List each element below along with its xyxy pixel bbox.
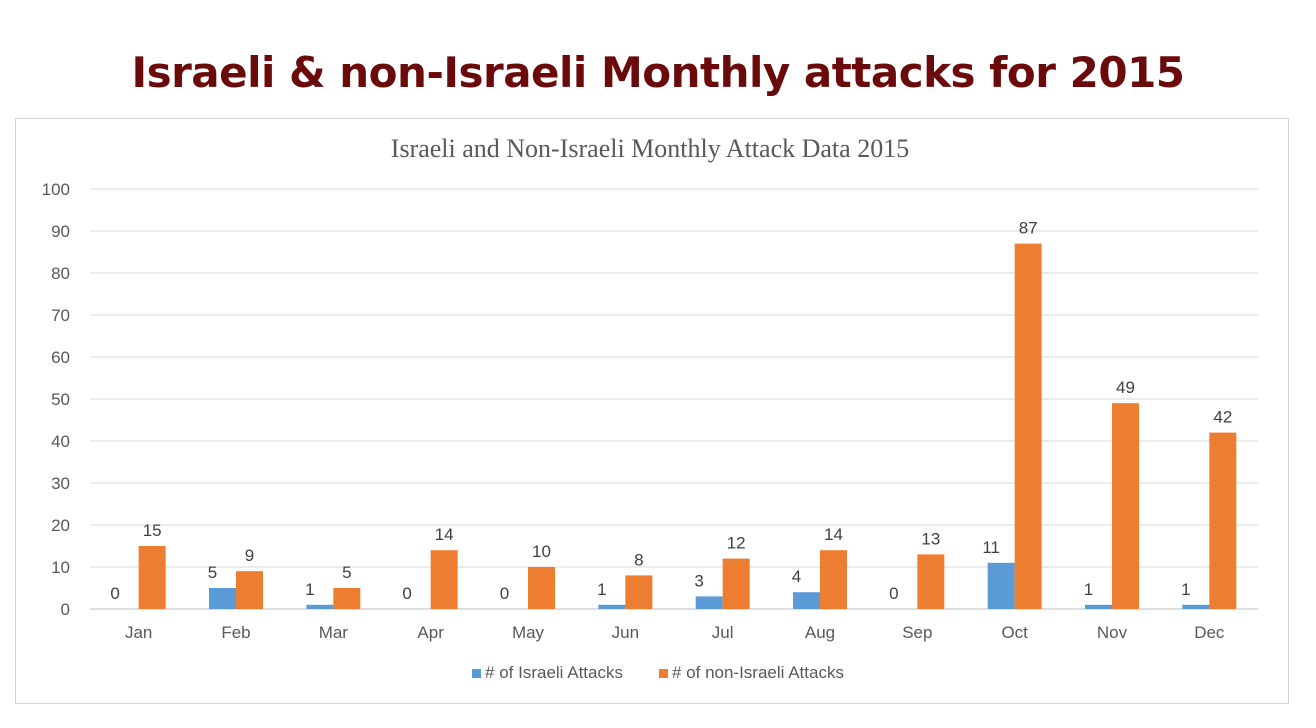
x-tick-label: May: [512, 623, 545, 642]
y-tick-label: 80: [51, 264, 70, 283]
bar-israeli[interactable]: [306, 604, 334, 609]
data-label: 1: [1181, 580, 1190, 599]
data-label: 0: [500, 584, 509, 603]
x-tick-label: Apr: [417, 623, 444, 642]
data-label: 5: [342, 563, 351, 582]
data-label: 10: [532, 542, 551, 561]
data-label: 87: [1019, 219, 1038, 238]
y-tick-label: 70: [51, 306, 70, 325]
y-tick-label: 100: [42, 180, 70, 199]
data-label: 8: [634, 550, 643, 569]
bar-non-israeli[interactable]: [625, 575, 653, 609]
data-label: 14: [824, 525, 843, 544]
legend-item-non-israeli[interactable]: # of non-Israeli Attacks: [658, 663, 844, 683]
data-label: 0: [402, 584, 411, 603]
x-tick-label: Oct: [1001, 623, 1028, 642]
bar-non-israeli[interactable]: [528, 567, 555, 609]
bar-israeli[interactable]: [695, 596, 723, 609]
legend-swatch-israeli: [472, 668, 482, 678]
y-tick-label: 60: [51, 348, 70, 367]
data-label: 42: [1213, 408, 1232, 427]
bar-israeli[interactable]: [793, 592, 820, 609]
bar-non-israeli[interactable]: [1209, 432, 1237, 609]
x-tick-label: Nov: [1097, 623, 1128, 642]
data-label: 1: [1084, 580, 1093, 599]
data-label: 1: [305, 580, 314, 599]
bar-non-israeli[interactable]: [138, 546, 166, 609]
x-tick-label: Jul: [712, 623, 734, 642]
data-label: 1: [597, 580, 606, 599]
data-label: 14: [435, 525, 454, 544]
data-label: 12: [727, 534, 746, 553]
bar-israeli[interactable]: [209, 588, 236, 609]
data-label: 49: [1116, 378, 1135, 397]
bar-non-israeli[interactable]: [820, 550, 847, 609]
x-tick-label: Mar: [319, 623, 349, 642]
bar-non-israeli[interactable]: [333, 588, 361, 609]
data-label: 13: [921, 529, 940, 548]
y-tick-label: 30: [51, 474, 70, 493]
x-tick-label: Jun: [612, 623, 639, 642]
bar-israeli[interactable]: [1182, 604, 1210, 609]
data-label: 5: [208, 563, 217, 582]
x-tick-label: Sep: [902, 623, 932, 642]
x-tick-label: Feb: [221, 623, 250, 642]
bar-non-israeli[interactable]: [722, 558, 750, 609]
x-tick-label: Jan: [125, 623, 152, 642]
data-label: 0: [110, 584, 119, 603]
chart-legend: # of Israeli Attacks # of non-Israeli At…: [0, 663, 1316, 683]
bar-non-israeli[interactable]: [1112, 403, 1139, 609]
data-label: 15: [143, 521, 162, 540]
legend-label-non-israeli: # of non-Israeli Attacks: [671, 663, 844, 682]
bar-israeli[interactable]: [1085, 604, 1112, 609]
legend-item-israeli[interactable]: # of Israeli Attacks: [472, 663, 623, 683]
legend-swatch-non-israeli: [658, 668, 668, 678]
bar-israeli[interactable]: [598, 604, 626, 609]
y-tick-label: 90: [51, 222, 70, 241]
y-tick-label: 50: [51, 390, 70, 409]
legend-label-israeli: # of Israeli Attacks: [485, 663, 623, 682]
y-tick-label: 40: [51, 432, 70, 451]
bar-non-israeli[interactable]: [236, 571, 263, 609]
chart-title: Israeli and Non-Israeli Monthly Attack D…: [391, 134, 909, 163]
bar-non-israeli[interactable]: [1014, 243, 1042, 609]
data-label: 11: [982, 538, 1000, 557]
bar-non-israeli[interactable]: [917, 554, 945, 609]
data-label: 3: [694, 571, 703, 590]
x-tick-label: Aug: [805, 623, 835, 642]
data-label: 0: [889, 584, 898, 603]
y-tick-label: 0: [61, 600, 70, 619]
data-label: 4: [792, 567, 801, 586]
page-title: Israeli & non-Israeli Monthly attacks fo…: [131, 48, 1185, 97]
bar-israeli[interactable]: [987, 562, 1015, 609]
y-tick-label: 10: [51, 558, 70, 577]
x-tick-label: Dec: [1194, 623, 1225, 642]
bar-non-israeli[interactable]: [430, 550, 458, 609]
y-tick-label: 20: [51, 516, 70, 535]
data-label: 9: [245, 546, 254, 565]
